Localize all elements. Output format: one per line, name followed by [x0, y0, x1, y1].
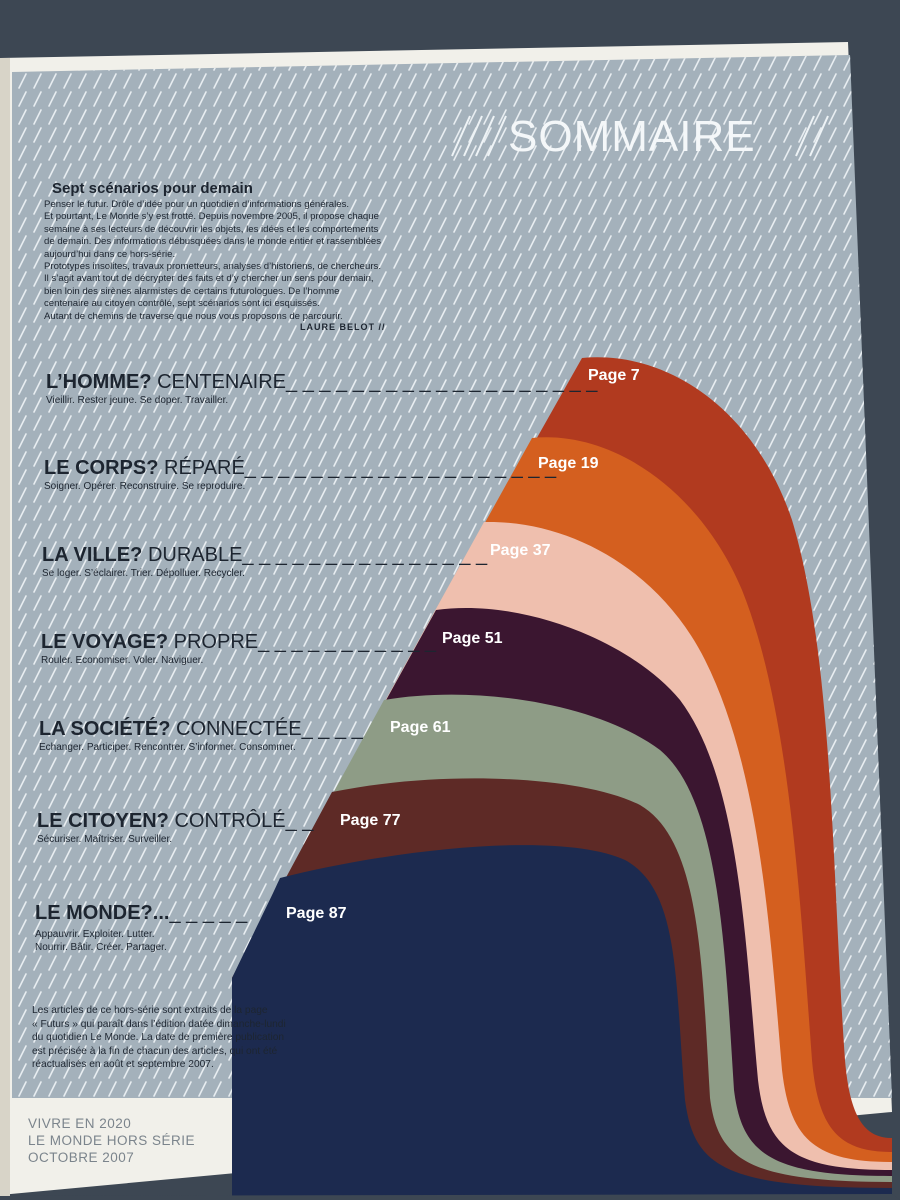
chapter-description: Echanger. Participer. Rencontrer. S’info… — [39, 742, 296, 753]
chapter-theme: PROPRE — [173, 631, 259, 653]
chapter-theme: CONTRÔLÉ — [174, 810, 286, 832]
chapter-leader: _ _ _ _ _ _ _ _ _ _ _ — [258, 631, 437, 653]
chapter-theme: RÉPARÉ — [164, 457, 245, 479]
chapter-theme: CONNECTÉE — [176, 718, 302, 740]
footer-line: VIVRE EN 2020 — [28, 1116, 132, 1131]
chapter-theme: DURABLE — [147, 544, 243, 566]
chapter-leader: _ _ _ _ _ _ _ _ _ _ _ _ _ _ _ _ _ _ _ — [286, 371, 598, 393]
page-number-label[interactable]: Page 7 — [588, 367, 640, 384]
page-number-label[interactable]: Page 77 — [340, 812, 401, 829]
chapter-subject: LE CITOYEN? — [37, 810, 169, 832]
intro-line: Autant de chemins de traverse que nous v… — [44, 310, 343, 322]
chapter-description: Appauvrir. Exploiter. Lutter. — [35, 929, 155, 940]
chapter-heading[interactable]: LA VILLE? DURABLE_ _ _ _ _ _ _ _ _ _ _ _… — [42, 544, 487, 567]
chapter-heading[interactable]: LE VOYAGE? PROPRE_ _ _ _ _ _ _ _ _ _ _ — [41, 631, 436, 654]
intro-line: Prototypes insolites, travaux prometteur… — [44, 261, 382, 273]
chapter-subject: LE VOYAGE? — [41, 631, 169, 653]
chapter-subject: LE MONDE?... — [35, 902, 170, 924]
desk-edge — [0, 1194, 900, 1200]
intro-line: Il s’agit avant tout de décrypter des fa… — [44, 273, 374, 285]
intro-line: bien loin des sirènes alarmistes de cert… — [44, 285, 340, 297]
page-number-label[interactable]: Page 19 — [538, 455, 599, 472]
chapter-theme: CENTENAIRE — [157, 371, 287, 393]
footnote-line: réactualisés en août et septembre 2007. — [32, 1059, 214, 1071]
chapter-subject: L’HOMME? — [46, 371, 152, 393]
author-signature: LAURE BELOT // — [300, 322, 386, 332]
footnote-line: est précisée à la fin de chacun des arti… — [32, 1045, 278, 1057]
page-number-label[interactable]: Page 61 — [390, 719, 451, 736]
chapter-heading[interactable]: LA SOCIÉTÉ? CONNECTÉE_ _ _ _ — [39, 718, 363, 741]
footnote-line: Les articles de ce hors-série sont extra… — [32, 1005, 268, 1016]
title-slashes — [451, 115, 829, 157]
chapter-description: Soigner. Opérer. Reconstruire. Se reprod… — [44, 481, 246, 492]
ribbon-band — [232, 845, 892, 1200]
intro-title: Sept scénarios pour demain — [52, 180, 253, 197]
intro-line: centenaire au citoyen contrôlé, sept scé… — [44, 298, 320, 310]
chapter-heading[interactable]: LE CITOYEN? CONTRÔLÉ_ _ — [37, 810, 313, 833]
chapter-description: Rouler. Economiser. Voler. Naviguer. — [41, 655, 204, 666]
footnote-text: Les articles de ce hors-série sont extra… — [32, 1004, 302, 1072]
page-title: SOMMAIRE — [508, 112, 756, 161]
chapter-leader: _ _ _ _ _ — [169, 902, 248, 924]
chapter-leader: _ _ _ _ _ _ _ _ _ _ _ _ _ _ _ — [242, 544, 488, 566]
page-fold-shadow — [0, 58, 10, 1198]
page-number-label[interactable]: Page 51 — [442, 630, 503, 647]
intro-line: Et pourtant, Le Monde s’y est frotté. De… — [44, 211, 379, 223]
intro-line: Penser le futur. Drôle d’idée pour un qu… — [44, 199, 350, 210]
footnote-line: « Futurs » qui paraît dans l’édition dat… — [32, 1018, 286, 1030]
intro-text: Penser le futur. Drôle d’idée pour un qu… — [44, 199, 424, 323]
chapter-heading[interactable]: L’HOMME? CENTENAIRE_ _ _ _ _ _ _ _ _ _ _… — [46, 371, 597, 394]
page-number-label[interactable]: Page 87 — [286, 905, 347, 922]
footer-line: LE MONDE HORS SÉRIE — [28, 1133, 196, 1148]
footnote-line: du quotidien Le Monde. La date de premiè… — [32, 1032, 285, 1044]
intro-line: aujourd’hui dans ce hors-série. — [44, 248, 176, 260]
chapter-heading[interactable]: LE MONDE?..._ _ _ _ _ — [35, 902, 247, 925]
chapter-subject: LA VILLE? — [42, 544, 143, 566]
chapter-leader: _ _ _ _ _ _ _ _ _ _ _ _ _ _ _ _ _ _ _ — [244, 457, 557, 479]
intro-line: semaine à ses lecteurs de découvrir les … — [44, 223, 379, 235]
intro-line: de demain. Des informations débusquées d… — [44, 236, 382, 248]
chapter-leader: _ _ — [285, 810, 314, 832]
chapter-subject: LA SOCIÉTÉ? — [39, 718, 171, 740]
chapter-heading[interactable]: LE CORPS? RÉPARÉ_ _ _ _ _ _ _ _ _ _ _ _ … — [44, 457, 556, 480]
ribbon-fan-illustration — [0, 357, 900, 1200]
chapter-description: Se loger. S’éclairer. Trier. Dépolluer. … — [42, 568, 245, 579]
chapter-leader: _ _ _ _ — [301, 718, 363, 740]
chapter-description: Vieillir. Rester jeune. Se doper. Travai… — [46, 395, 229, 406]
chapter-subject: LE CORPS? — [44, 457, 159, 479]
page-number-label[interactable]: Page 37 — [490, 542, 551, 559]
chapter-description: Nourrir. Bâtir. Créer. Partager. — [35, 942, 167, 953]
footer-line: OCTOBRE 2007 — [28, 1150, 135, 1165]
chapter-description: Sécuriser. Maîtriser. Surveiller. — [37, 834, 173, 845]
